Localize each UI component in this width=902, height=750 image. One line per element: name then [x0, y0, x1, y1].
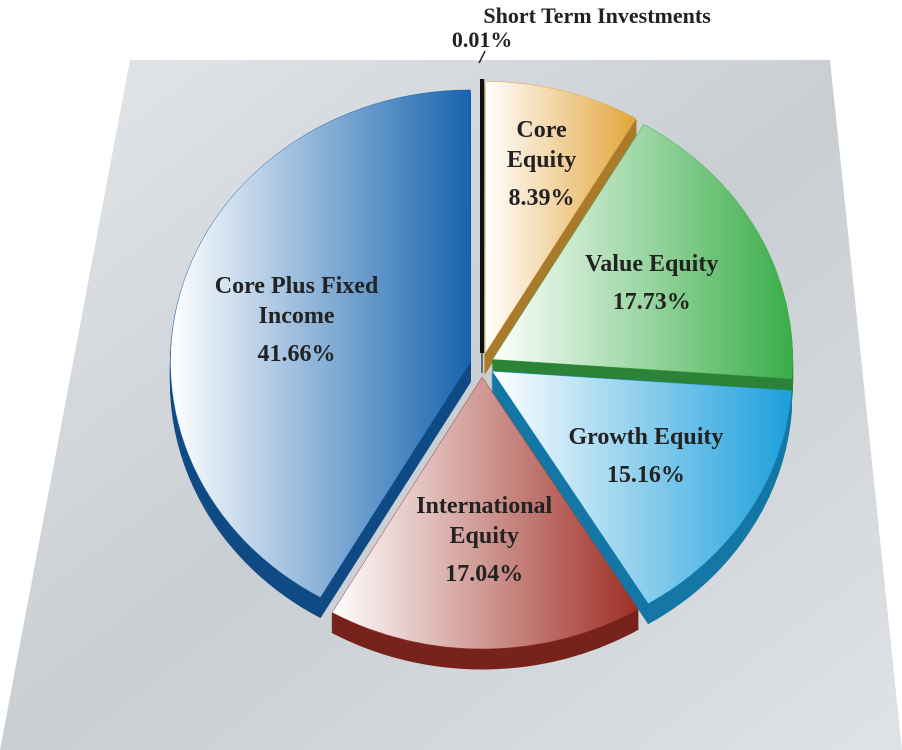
slice-label: Growth Equity 15.16%: [546, 422, 746, 490]
value-label: 15.16%: [546, 460, 746, 490]
category-label: Short Term Investments: [452, 4, 743, 28]
category-label: Core Plus Fixed Income: [197, 271, 397, 331]
category-label: Value Equity: [552, 249, 752, 279]
category-label: International Equity: [384, 491, 584, 551]
chart: Short Term Investments0.01% Core Equity 8.…: [0, 0, 902, 750]
value-label: 41.66%: [197, 339, 397, 369]
category-label: Core Equity: [487, 115, 597, 175]
slice-label: Core Equity 8.39%: [487, 115, 597, 213]
value-label: 8.39%: [487, 183, 597, 213]
value-label: 17.04%: [384, 559, 584, 589]
slice-label: Value Equity 17.73%: [552, 249, 752, 317]
slice-label: Core Plus Fixed Income 41.66%: [197, 271, 397, 369]
category-label: Growth Equity: [546, 422, 746, 452]
value-label: 17.73%: [552, 287, 752, 317]
value-label: 0.01%: [452, 28, 513, 52]
slice-label: International Equity 17.04%: [384, 491, 584, 589]
pie-chart: [0, 0, 902, 750]
